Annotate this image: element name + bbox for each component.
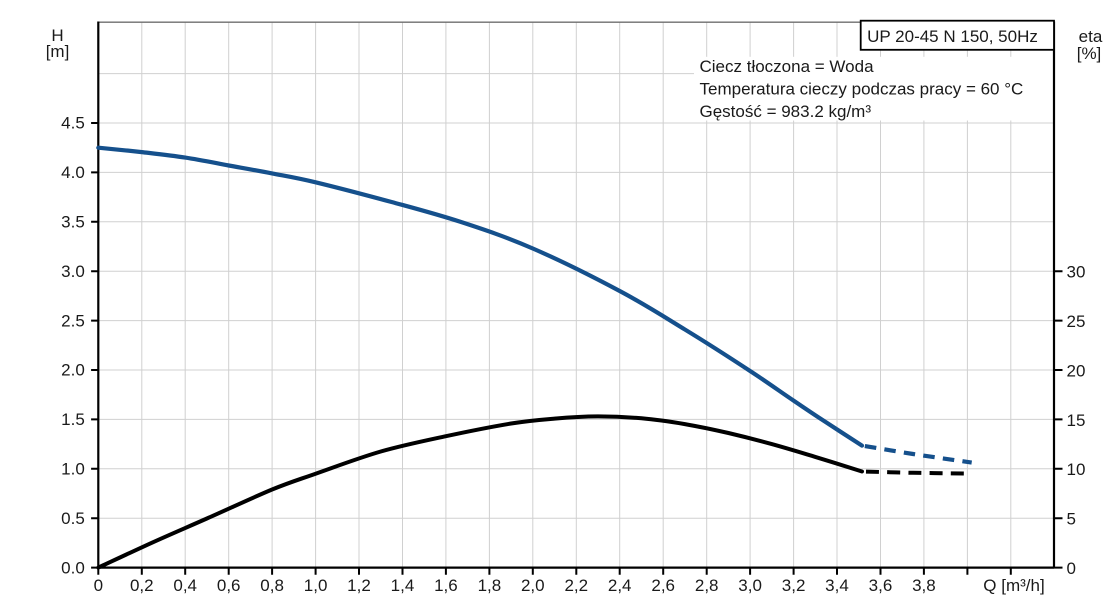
svg-text:1,2: 1,2 [347, 576, 371, 595]
svg-text:3.5: 3.5 [61, 213, 85, 232]
svg-text:3,0: 3,0 [738, 576, 762, 595]
svg-text:Gęstość = 983.2 kg/m³: Gęstość = 983.2 kg/m³ [700, 102, 872, 121]
svg-text:2,2: 2,2 [564, 576, 588, 595]
svg-text:10: 10 [1067, 460, 1086, 479]
svg-text:2.5: 2.5 [61, 311, 85, 330]
svg-text:15: 15 [1067, 411, 1086, 430]
svg-text:0: 0 [94, 576, 103, 595]
svg-text:0.0: 0.0 [61, 558, 85, 577]
svg-text:2,8: 2,8 [695, 576, 719, 595]
svg-text:eta: eta [1079, 27, 1103, 46]
svg-text:0,6: 0,6 [217, 576, 241, 595]
svg-text:2.0: 2.0 [61, 361, 85, 380]
svg-text:0,2: 0,2 [130, 576, 154, 595]
svg-text:0,8: 0,8 [260, 576, 284, 595]
svg-text:4.5: 4.5 [61, 114, 85, 133]
svg-text:2,4: 2,4 [608, 576, 632, 595]
svg-text:4.0: 4.0 [61, 163, 85, 182]
svg-text:1,4: 1,4 [391, 576, 415, 595]
svg-text:[m]: [m] [46, 42, 70, 61]
svg-text:1,8: 1,8 [478, 576, 502, 595]
svg-text:Temperatura cieczy podczas pra: Temperatura cieczy podczas pracy = 60 °C [700, 80, 1024, 99]
svg-text:3,4: 3,4 [825, 576, 849, 595]
svg-text:0: 0 [1067, 559, 1076, 578]
svg-text:3,2: 3,2 [782, 576, 806, 595]
svg-text:1.5: 1.5 [61, 410, 85, 429]
svg-text:20: 20 [1067, 361, 1086, 380]
svg-text:3,6: 3,6 [869, 576, 893, 595]
svg-text:5: 5 [1067, 510, 1076, 529]
svg-text:UP 20-45 N 150, 50Hz: UP 20-45 N 150, 50Hz [867, 27, 1038, 46]
svg-text:Q [m³/h]: Q [m³/h] [983, 576, 1044, 595]
svg-text:0,4: 0,4 [173, 576, 197, 595]
svg-text:0.5: 0.5 [61, 509, 85, 528]
svg-text:2,6: 2,6 [651, 576, 675, 595]
svg-text:1,0: 1,0 [304, 576, 328, 595]
svg-text:25: 25 [1067, 312, 1086, 331]
svg-text:3,8: 3,8 [912, 576, 936, 595]
svg-text:H: H [51, 26, 63, 45]
svg-text:1,6: 1,6 [434, 576, 458, 595]
svg-text:2,0: 2,0 [521, 576, 545, 595]
svg-text:Ciecz tłoczona = Woda: Ciecz tłoczona = Woda [700, 57, 875, 76]
svg-text:[%]: [%] [1077, 44, 1102, 63]
svg-text:3.0: 3.0 [61, 262, 85, 281]
svg-text:30: 30 [1067, 263, 1086, 282]
svg-text:1.0: 1.0 [61, 460, 85, 479]
